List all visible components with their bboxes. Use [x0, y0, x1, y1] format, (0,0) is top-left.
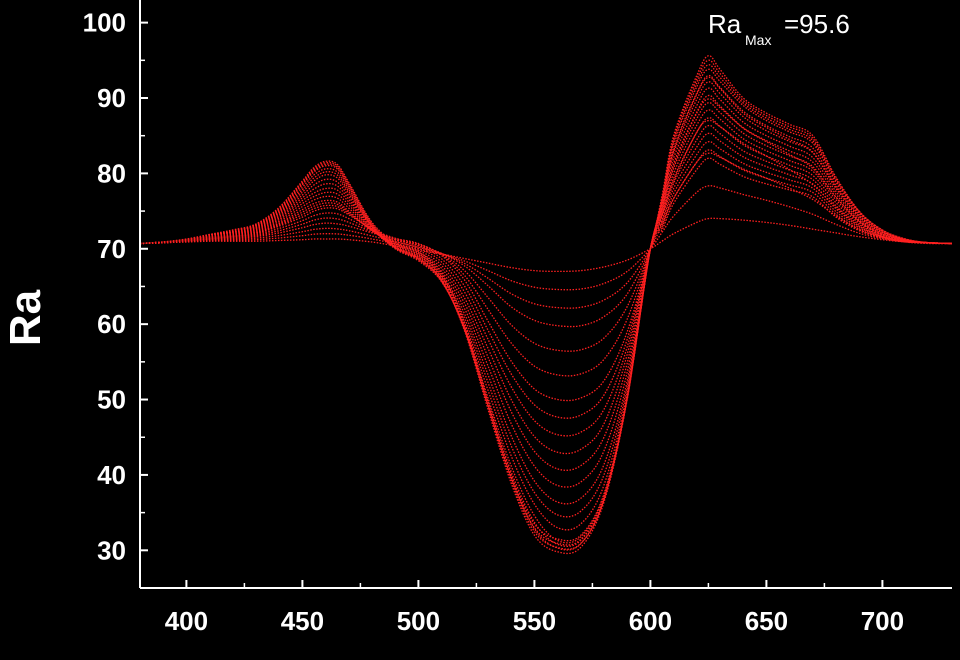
series-line-11	[139, 74, 953, 471]
series-line-21	[139, 149, 953, 546]
x-tick-label: 600	[629, 606, 672, 636]
series-line-1	[139, 217, 953, 273]
y-tick-label: 90	[97, 83, 126, 113]
y-axis-label: Ra	[1, 289, 50, 346]
ra-max-value: =95.6	[784, 9, 850, 39]
series-line-9	[139, 64, 953, 437]
series-line-16	[139, 109, 953, 544]
x-tick-label: 650	[745, 606, 788, 636]
y-tick-label: 60	[97, 309, 126, 339]
axes	[139, 0, 952, 589]
y-tick-label: 30	[97, 535, 126, 565]
ra-max-subscript: Max	[745, 32, 771, 48]
series-line-3	[139, 152, 953, 309]
series-line-20	[139, 140, 953, 550]
series-line-13	[139, 87, 953, 505]
ra-max-symbol: Ra	[708, 9, 742, 39]
y-tick-label: 40	[97, 460, 126, 490]
y-tick-label: 80	[97, 158, 126, 188]
series-line-10	[139, 68, 953, 455]
series-line-8	[139, 59, 953, 419]
series-line-6	[139, 76, 953, 377]
series-line-14	[139, 94, 953, 518]
series-line-15	[139, 102, 953, 531]
ra-max-annotation: Ra Max =95.6	[708, 9, 850, 48]
series-group	[139, 55, 953, 555]
y-tick-label: 100	[83, 8, 126, 38]
y-tick-label: 70	[97, 234, 126, 264]
y-ticks: 30 40 50 60 70 80 90 100	[83, 8, 148, 565]
y-tick-label: 50	[97, 385, 126, 415]
x-tick-label: 450	[281, 606, 324, 636]
series-line-22	[139, 157, 953, 542]
series-line-12	[139, 81, 953, 488]
series-line-19	[139, 132, 953, 555]
x-tick-label: 500	[397, 606, 440, 636]
series-line-7	[139, 55, 953, 402]
x-tick-label: 700	[861, 606, 904, 636]
series-line-17	[139, 117, 953, 548]
x-tick-label: 550	[513, 606, 556, 636]
x-ticks: 400 450 500 550 600 650 700	[165, 580, 904, 636]
series-line-2	[139, 185, 953, 291]
x-tick-label: 400	[165, 606, 208, 636]
